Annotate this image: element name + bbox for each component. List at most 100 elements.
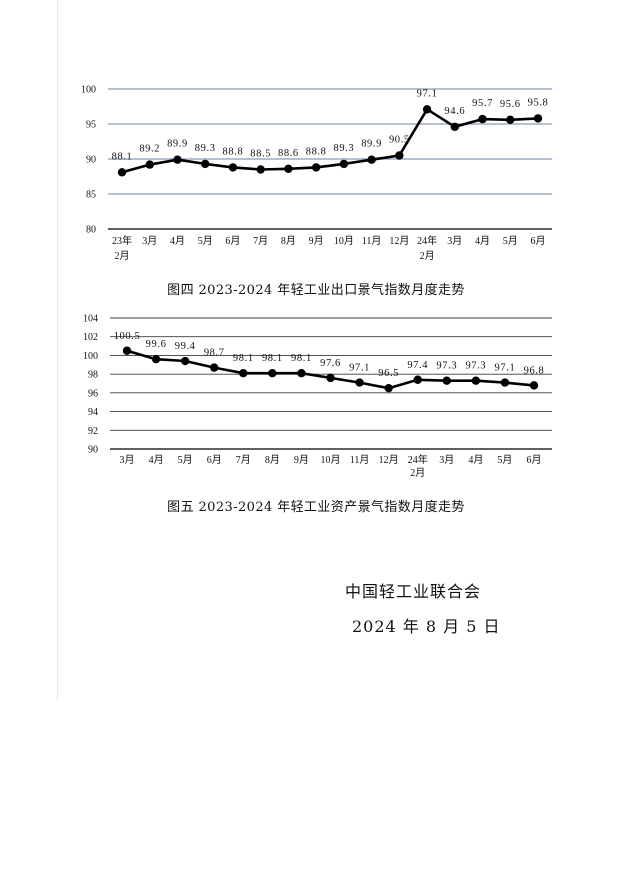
y-tick-label: 94 <box>88 407 98 418</box>
data-label: 88.8 <box>223 146 244 157</box>
data-label: 98.1 <box>262 353 283 364</box>
x-tick-label: 3月 <box>120 454 135 466</box>
y-tick-label: 100 <box>83 351 98 362</box>
data-label: 97.1 <box>495 363 516 374</box>
data-label: 95.6 <box>500 99 521 110</box>
export-index-line-chart: 80 85 90 95 100 23年 2月 3月 4月 5月 6月 7月 8月 9月 10月 11月 12月 2… <box>81 85 552 262</box>
data-point <box>228 163 238 172</box>
data-point <box>173 155 182 164</box>
y-tick-label: 90 <box>88 445 98 456</box>
x-tick-label: 4月 <box>149 454 164 466</box>
data-point <box>339 159 349 169</box>
data-label: 98.7 <box>204 348 225 359</box>
data-point <box>210 363 219 372</box>
x-tick-label: 6月 <box>225 235 240 247</box>
data-label: 96.8 <box>524 365 545 376</box>
x-tick-label: 6月 <box>527 454 542 466</box>
data-point <box>478 114 487 124</box>
data-point <box>471 376 481 385</box>
data-point <box>239 369 248 378</box>
x-tick-label: 10月 <box>321 454 341 466</box>
data-point <box>450 122 459 131</box>
data-label: 89.3 <box>195 143 216 154</box>
data-label: 100.5 <box>114 331 141 342</box>
y-tick-label: 85 <box>86 190 96 201</box>
data-point <box>422 105 432 114</box>
data-point <box>201 159 210 169</box>
x-tick-label: 7月 <box>236 454 251 466</box>
y-tick-label: 92 <box>88 426 98 437</box>
data-label: 88.8 <box>306 146 327 157</box>
data-point <box>256 165 265 174</box>
y-tick-label: 96 <box>88 388 98 399</box>
x-tick-label: 24年 2月 <box>417 234 437 262</box>
data-point <box>297 369 306 378</box>
x-tick-label: 9月 <box>294 454 309 466</box>
x-tick-label: 7月 <box>253 235 268 247</box>
data-label: 94.6 <box>444 106 465 117</box>
data-label: 98.1 <box>291 353 312 364</box>
x-tick-label: 4月 <box>170 235 185 247</box>
x-tick-label: 9月 <box>309 235 324 247</box>
data-point <box>311 163 321 172</box>
data-point <box>500 378 510 387</box>
data-point <box>145 160 154 169</box>
x-tick-label: 5月 <box>198 235 213 247</box>
x-tick-label: 8月 <box>281 235 296 247</box>
data-point <box>533 114 543 123</box>
x-tick-label: 3月 <box>439 454 454 466</box>
data-point <box>284 164 293 173</box>
data-label: 89.2 <box>139 144 160 155</box>
data-label: 95.8 <box>528 97 549 108</box>
x-tick-label: 12月 <box>389 235 409 247</box>
data-label: 97.3 <box>465 361 486 372</box>
x-tick-label: 3月 <box>447 235 462 247</box>
data-point <box>384 383 393 393</box>
data-label: 99.4 <box>175 341 196 352</box>
data-label: 97.3 <box>436 361 457 372</box>
data-point <box>122 346 132 355</box>
data-label: 98.1 <box>233 353 254 364</box>
y-tick-label: 102 <box>83 332 98 343</box>
data-point <box>529 381 539 390</box>
data-point <box>442 376 451 385</box>
data-point <box>326 373 335 383</box>
data-point <box>268 369 277 378</box>
x-tick-label: 3月 <box>142 235 157 247</box>
signature-date: 2024 年 8 月 5 日 <box>352 617 501 636</box>
data-point <box>395 151 404 160</box>
data-label: 96.5 <box>378 368 399 379</box>
x-tick-label: 5月 <box>503 235 518 247</box>
data-point <box>506 115 515 124</box>
x-tick-label: 11月 <box>362 235 382 247</box>
x-tick-label: 4月 <box>468 454 483 466</box>
data-label: 97.6 <box>320 358 341 369</box>
x-tick-label: 8月 <box>265 454 280 466</box>
x-tick-label: 5月 <box>497 454 512 466</box>
data-label: 88.5 <box>250 149 271 160</box>
chart-caption-figure-5: 图五 2023-2024 年轻工业资产景气指数月度走势 <box>167 500 465 515</box>
x-tick-label: 4月 <box>475 235 490 247</box>
data-point <box>355 378 364 387</box>
data-label: 89.9 <box>167 139 188 150</box>
signature-organization: 中国轻工业联合会 <box>345 582 482 601</box>
x-tick-label: 24年 2月 <box>408 453 428 479</box>
x-tick-label: 6月 <box>531 235 546 247</box>
scan-edge-line <box>57 0 58 700</box>
data-point <box>151 354 161 364</box>
data-label: 99.6 <box>146 339 167 350</box>
data-label: 90.5 <box>389 135 410 146</box>
data-point <box>180 356 190 366</box>
x-tick-label: 12月 <box>379 454 399 466</box>
chart-caption-figure-4: 图四 2023-2024 年轻工业出口景气指数月度走势 <box>167 283 465 298</box>
data-label: 97.4 <box>407 360 428 371</box>
y-tick-label: 104 <box>83 314 98 325</box>
asset-index-line-chart: 90 92 94 96 98 100 102 104 3月 4月 5月 6月 7月 8月 9月 10月 11月 1… <box>83 314 552 479</box>
data-label: 89.9 <box>361 139 382 150</box>
x-tick-label: 5月 <box>178 454 193 466</box>
data-label: 97.1 <box>349 363 370 374</box>
y-tick-label: 80 <box>86 225 96 236</box>
y-tick-label: 95 <box>86 120 96 131</box>
data-point <box>367 155 376 164</box>
